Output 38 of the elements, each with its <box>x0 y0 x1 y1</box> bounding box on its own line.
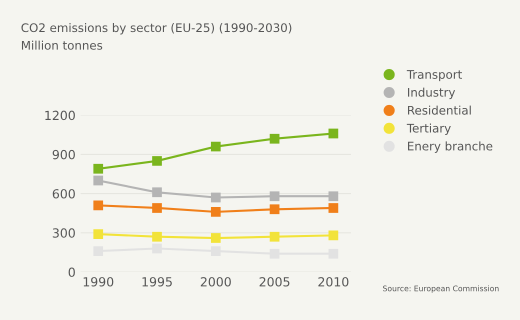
y-tick-label: 600 <box>52 189 75 199</box>
y-tick-label: 900 <box>52 150 75 160</box>
point <box>210 233 221 243</box>
point <box>152 203 162 213</box>
point <box>270 232 280 242</box>
x-tick-label: 2000 <box>200 277 231 287</box>
legend-label: Tertiary <box>406 124 451 135</box>
point <box>328 191 338 202</box>
point <box>328 203 338 213</box>
y-tick-label: 300 <box>52 228 75 238</box>
legend-label: Enery branche <box>408 141 492 153</box>
point <box>93 176 104 186</box>
point <box>93 200 104 210</box>
chart-title: CO2 emissions by sector (EU-25) (1990-2030) <box>21 23 292 34</box>
legend-label: Industry <box>408 88 456 100</box>
point <box>210 192 221 202</box>
point <box>93 164 104 174</box>
point <box>210 142 221 152</box>
point <box>152 187 162 198</box>
legend-label: Transport <box>406 70 462 82</box>
x-tick-label: 1990 <box>84 277 114 287</box>
y-tick-label: 0 <box>68 267 75 277</box>
point <box>270 134 280 144</box>
point <box>210 207 221 217</box>
x-tick-label: 1995 <box>142 277 172 287</box>
chart-subtitle: Million tonnes <box>22 40 102 50</box>
point <box>93 229 104 239</box>
point <box>270 191 280 202</box>
point <box>270 204 280 214</box>
point <box>152 232 162 242</box>
legend-label: Residential <box>408 106 471 115</box>
point <box>328 230 338 240</box>
point <box>152 244 162 254</box>
x-tick-label: 2005 <box>260 277 290 287</box>
point <box>152 156 162 166</box>
x-tick-label: 2010 <box>318 277 348 287</box>
point <box>328 128 338 138</box>
y-tick-label: 1200 <box>45 110 75 120</box>
